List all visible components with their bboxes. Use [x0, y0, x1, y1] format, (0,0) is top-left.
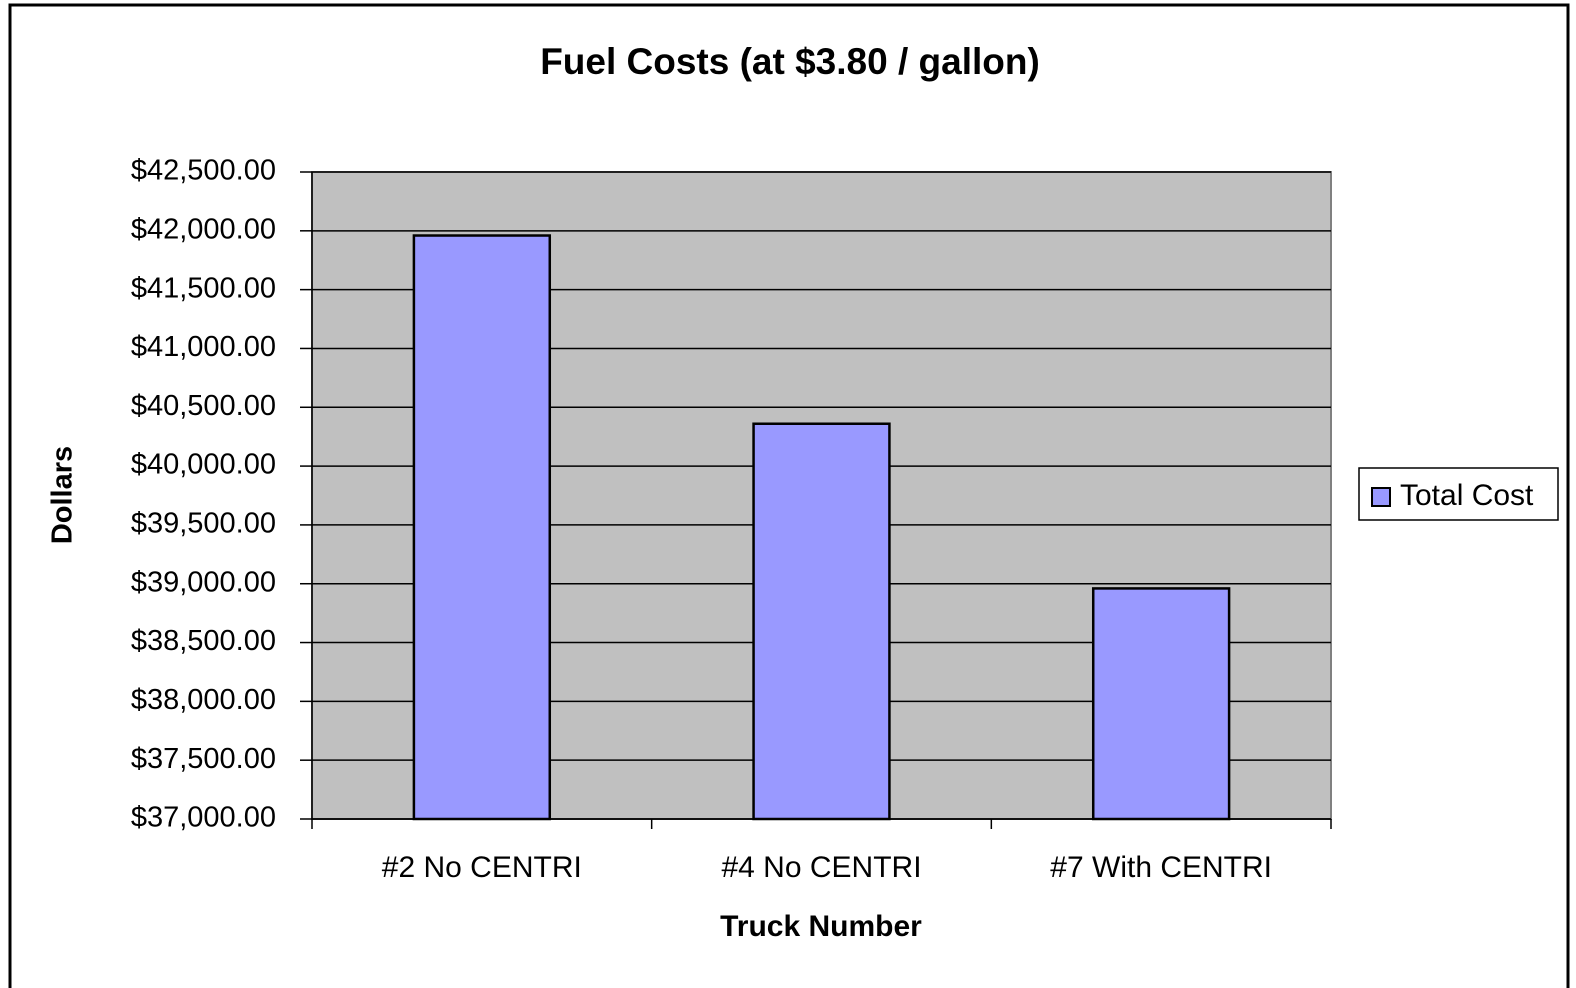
- x-axis-label: Truck Number: [720, 910, 922, 943]
- y-tick-label: $39,500.00: [131, 508, 276, 540]
- y-tick-label: $41,000.00: [131, 331, 276, 363]
- y-tick-label: $38,500.00: [131, 625, 276, 657]
- legend-box: [1358, 467, 1559, 521]
- x-tick-label: #7 With CENTRI: [1050, 851, 1272, 884]
- x-tick-label: #4 No CENTRI: [721, 851, 921, 884]
- y-tick-label: $38,000.00: [131, 684, 276, 716]
- y-tick-label: $39,000.00: [131, 566, 276, 598]
- y-tick-label: $40,000.00: [131, 449, 276, 481]
- y-axis-label: Dollars: [47, 446, 79, 544]
- chart-title: Fuel Costs (at $3.80 / gallon): [540, 41, 1040, 82]
- legend-swatch: [1371, 487, 1391, 507]
- bar: [412, 234, 552, 821]
- y-tick-label: $37,500.00: [131, 743, 276, 775]
- y-tick-label: $41,500.00: [131, 272, 276, 304]
- bar: [1091, 587, 1231, 821]
- y-tick-label: $42,500.00: [131, 155, 276, 187]
- bar: [752, 422, 891, 821]
- x-tick-label: #2 No CENTRI: [382, 851, 582, 884]
- legend-label: Total Cost: [1400, 479, 1534, 512]
- y-tick-label: $42,000.00: [131, 213, 276, 245]
- y-tick-label: $40,500.00: [131, 390, 276, 422]
- y-tick-label: $37,000.00: [131, 802, 276, 834]
